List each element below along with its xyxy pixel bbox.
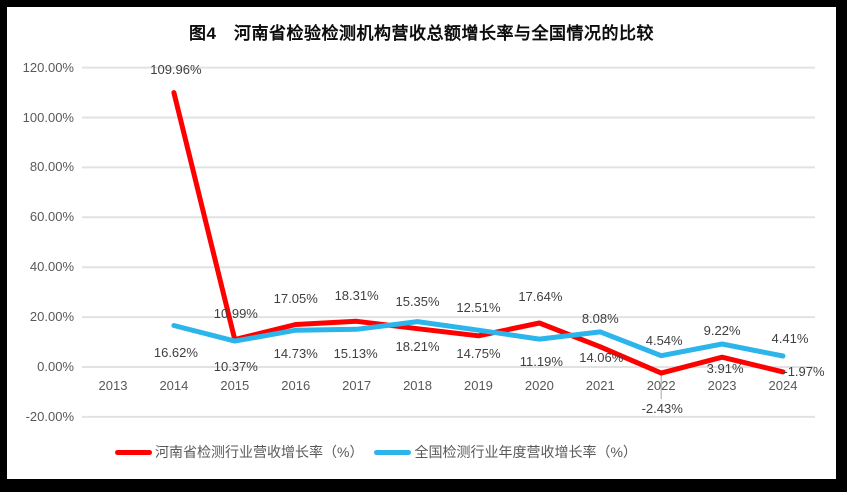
- henan-data-label: 10.99%: [213, 305, 258, 321]
- national-data-label: 14.73%: [273, 346, 318, 362]
- henan-data-label: -2.43%: [641, 401, 683, 417]
- x-axis-tick-label: 2023: [707, 378, 737, 393]
- x-axis-tick-label: 2021: [585, 378, 615, 393]
- y-axis-tick-label: -20.00%: [25, 408, 74, 424]
- henan-data-label: 18.31%: [334, 288, 379, 304]
- national-data-label: 4.54%: [645, 332, 683, 348]
- y-axis-tick-label: 0.00%: [37, 359, 74, 374]
- chart-legend: 河南省检测行业营收增长率（%） 全国检测行业年度营收增长率（%）: [115, 443, 637, 461]
- x-axis-tick-label: 2022: [646, 378, 676, 393]
- national-data-label: 16.62%: [153, 344, 198, 360]
- chart-canvas: [7, 7, 836, 479]
- henan-data-label: 17.64%: [518, 288, 563, 304]
- henan-data-label: 8.08%: [581, 310, 619, 326]
- x-axis-tick-label: 2017: [342, 378, 372, 393]
- national-line-swatch: [374, 449, 412, 455]
- national-data-label: 18.21%: [395, 338, 440, 354]
- henan-data-label: 3.91%: [706, 361, 744, 377]
- x-axis-tick-label: 2013: [98, 378, 128, 393]
- legend-item-national: 全国检测行业年度营收增长率（%）: [374, 443, 637, 461]
- x-axis-tick-label: 2014: [159, 378, 189, 393]
- x-axis-tick-label: 2016: [281, 378, 311, 393]
- henan-data-label: -1.97%: [783, 363, 825, 379]
- national-data-label: 15.13%: [333, 346, 378, 362]
- national-data-label: 14.75%: [456, 346, 501, 362]
- henan-data-label: 12.51%: [456, 299, 501, 315]
- national-data-label: 11.19%: [519, 354, 563, 370]
- national-data-label: 14.06%: [579, 349, 624, 365]
- henan-data-label: 17.05%: [273, 291, 318, 307]
- national-data-label: 10.37%: [213, 359, 258, 375]
- y-axis-tick-label: 120.00%: [22, 59, 74, 75]
- legend-label-national: 全国检测行业年度营收增长率（%）: [414, 444, 637, 460]
- henan-line-swatch: [115, 449, 152, 455]
- chart-title: 图4 河南省检验检测机构营收总额增长率与全国情况的比较: [189, 24, 654, 43]
- y-axis-tick-label: 20.00%: [29, 309, 74, 325]
- legend-item-henan: 河南省检测行业营收增长率（%）: [115, 443, 363, 461]
- legend-label-henan: 河南省检测行业营收增长率（%）: [155, 444, 364, 460]
- x-axis-tick-label: 2015: [220, 378, 250, 393]
- national-data-label: 4.41%: [771, 330, 809, 346]
- x-axis-tick-label: 2019: [463, 378, 493, 393]
- henan-data-label: 15.35%: [395, 293, 440, 309]
- y-axis-tick-label: 40.00%: [29, 259, 74, 275]
- y-axis-tick-label: 80.00%: [29, 159, 74, 175]
- national-series-line: [171, 319, 786, 359]
- y-axis-tick-label: 100.00%: [22, 109, 74, 125]
- x-axis-tick-label: 2020: [524, 378, 554, 393]
- y-axis-tick-label: 60.00%: [29, 209, 74, 225]
- national-data-label: 9.22%: [703, 322, 741, 338]
- x-axis-tick-label: 2024: [768, 378, 798, 393]
- henan-data-label: 109.96%: [150, 61, 202, 77]
- x-axis-tick-label: 2018: [403, 378, 432, 393]
- henan-series-line: [171, 90, 786, 376]
